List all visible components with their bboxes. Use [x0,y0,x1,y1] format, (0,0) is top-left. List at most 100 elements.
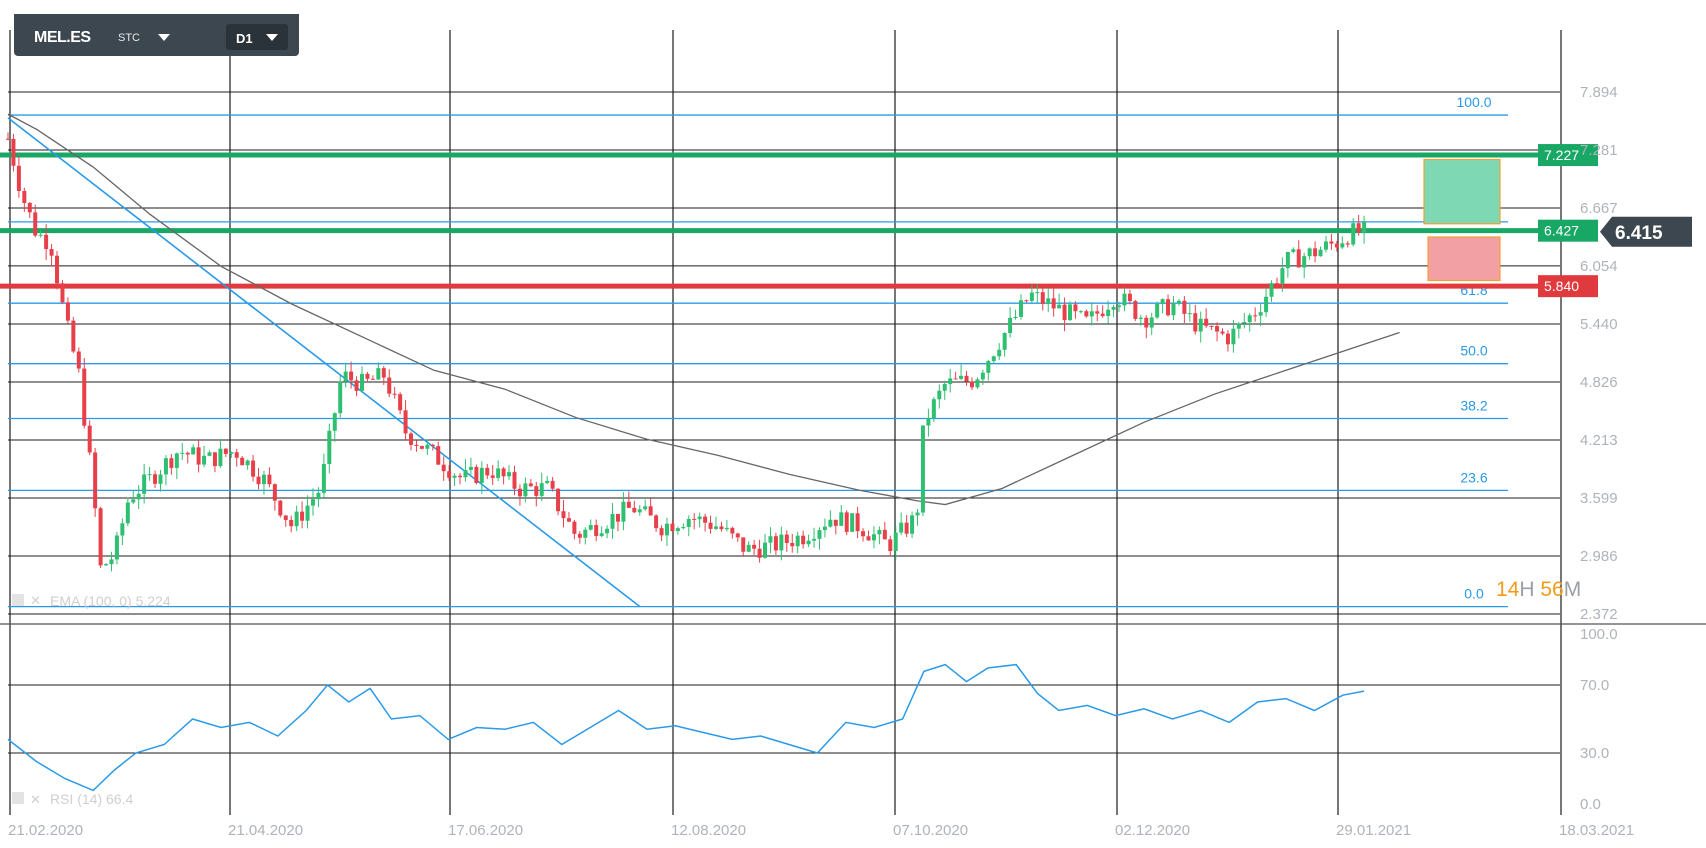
candle-body [741,537,746,552]
fib-level-label: 23.6 [1460,469,1487,485]
candle-body [474,466,479,483]
candle-body [801,535,806,545]
candle-body [1133,301,1138,319]
candle-body [1155,303,1160,318]
timeframe-select[interactable]: D1 [226,24,288,50]
candle-body [969,381,974,388]
candle-body [218,448,223,467]
candle-body [321,463,326,493]
symbol-label[interactable]: MEL.ES [34,29,91,46]
candle-body [267,474,272,485]
candle-body [300,511,305,521]
trendline[interactable] [7,117,641,608]
date-tick-label: 02.12.2020 [1115,822,1190,839]
level-price-label: 5.840 [1544,278,1579,294]
take-profit-box[interactable] [1423,158,1501,225]
candle-body [795,535,800,547]
candle-body [877,529,882,535]
visibility-icon[interactable] [12,792,24,804]
candle-body [180,452,185,454]
candle-body [763,542,768,558]
candle-body [926,418,931,426]
fib-level-label: 100.0 [1456,94,1491,110]
candle-body [158,474,163,484]
candle-body [1046,298,1051,304]
rsi-line [7,663,1365,792]
candle-body [866,536,871,541]
candle-body [1334,243,1339,248]
candle-body [1127,293,1132,302]
candle-body [1111,307,1116,310]
candle-body [1176,300,1181,304]
candle-body [528,483,533,487]
candle-body [1329,241,1334,244]
candle-body [893,532,898,551]
close-icon[interactable]: ✕ [30,792,41,807]
candle-body [22,190,27,203]
candle-body [245,460,250,466]
date-tick-label: 21.02.2020 [8,822,83,839]
candle-body [436,446,441,465]
candle-body [577,533,582,538]
candle-body [1182,300,1187,314]
candle-body [654,515,659,529]
candle-body [251,460,256,477]
candle-body [997,349,1002,357]
candle-body [675,528,680,532]
candle-body [163,458,168,475]
fib-level-label: 50.0 [1460,343,1487,359]
candle-body [632,507,637,513]
candle-body [1362,221,1367,233]
candle-countdown: 14H 56M [1496,578,1581,601]
candle-body [479,467,484,483]
close-icon[interactable]: ✕ [30,593,41,608]
candle-body [572,521,577,534]
candle-body [959,375,964,379]
candle-body [289,519,294,527]
candle-body [403,410,408,434]
candle-body [703,516,708,523]
chevron-down-icon[interactable] [158,34,170,41]
candle-body [310,499,315,506]
candle-body [463,469,468,478]
level-price-tag [1538,275,1598,298]
trendline-segment[interactable] [7,117,641,608]
candle-body [975,379,980,388]
candle-body [305,505,310,521]
candle-body [1198,318,1203,332]
candle-body [1051,298,1056,309]
candle-body [125,502,130,524]
timeframe-label: D1 [236,31,253,46]
stop-loss-box[interactable] [1427,236,1501,282]
candle-body [871,534,876,541]
candle-body [1345,243,1350,245]
candle-body [1095,311,1100,314]
candle-body [414,444,419,446]
candle-body [920,425,925,513]
candle-body [316,492,321,500]
candle-body [1187,313,1192,315]
instrument-type-label[interactable]: STC [118,32,140,44]
candle-body [1057,304,1062,309]
candle-body [441,464,446,472]
horizontal-levels[interactable]: 7.227 6.427 5.840 [0,144,1598,298]
candle-body [169,458,174,468]
level-price-label: 7.227 [1544,147,1579,163]
candle-body [615,513,620,522]
candle-body [752,544,757,549]
candle-body [1209,325,1214,327]
visibility-icon[interactable] [12,594,24,606]
fibonacci-retracement[interactable]: 100.078.661.850.038.223.60.0 [8,94,1508,608]
candle-body [1274,283,1279,285]
candle-body [1166,299,1171,316]
position-boxes[interactable] [1423,158,1501,282]
candle-body [1242,322,1247,324]
date-tick-label: 18.03.2021 [1559,822,1634,839]
candle-body [1073,304,1078,312]
candle-body [223,448,228,454]
candle-body [605,528,610,534]
candle-body [452,475,457,478]
candle-body [343,371,348,382]
candle-body [338,381,343,414]
